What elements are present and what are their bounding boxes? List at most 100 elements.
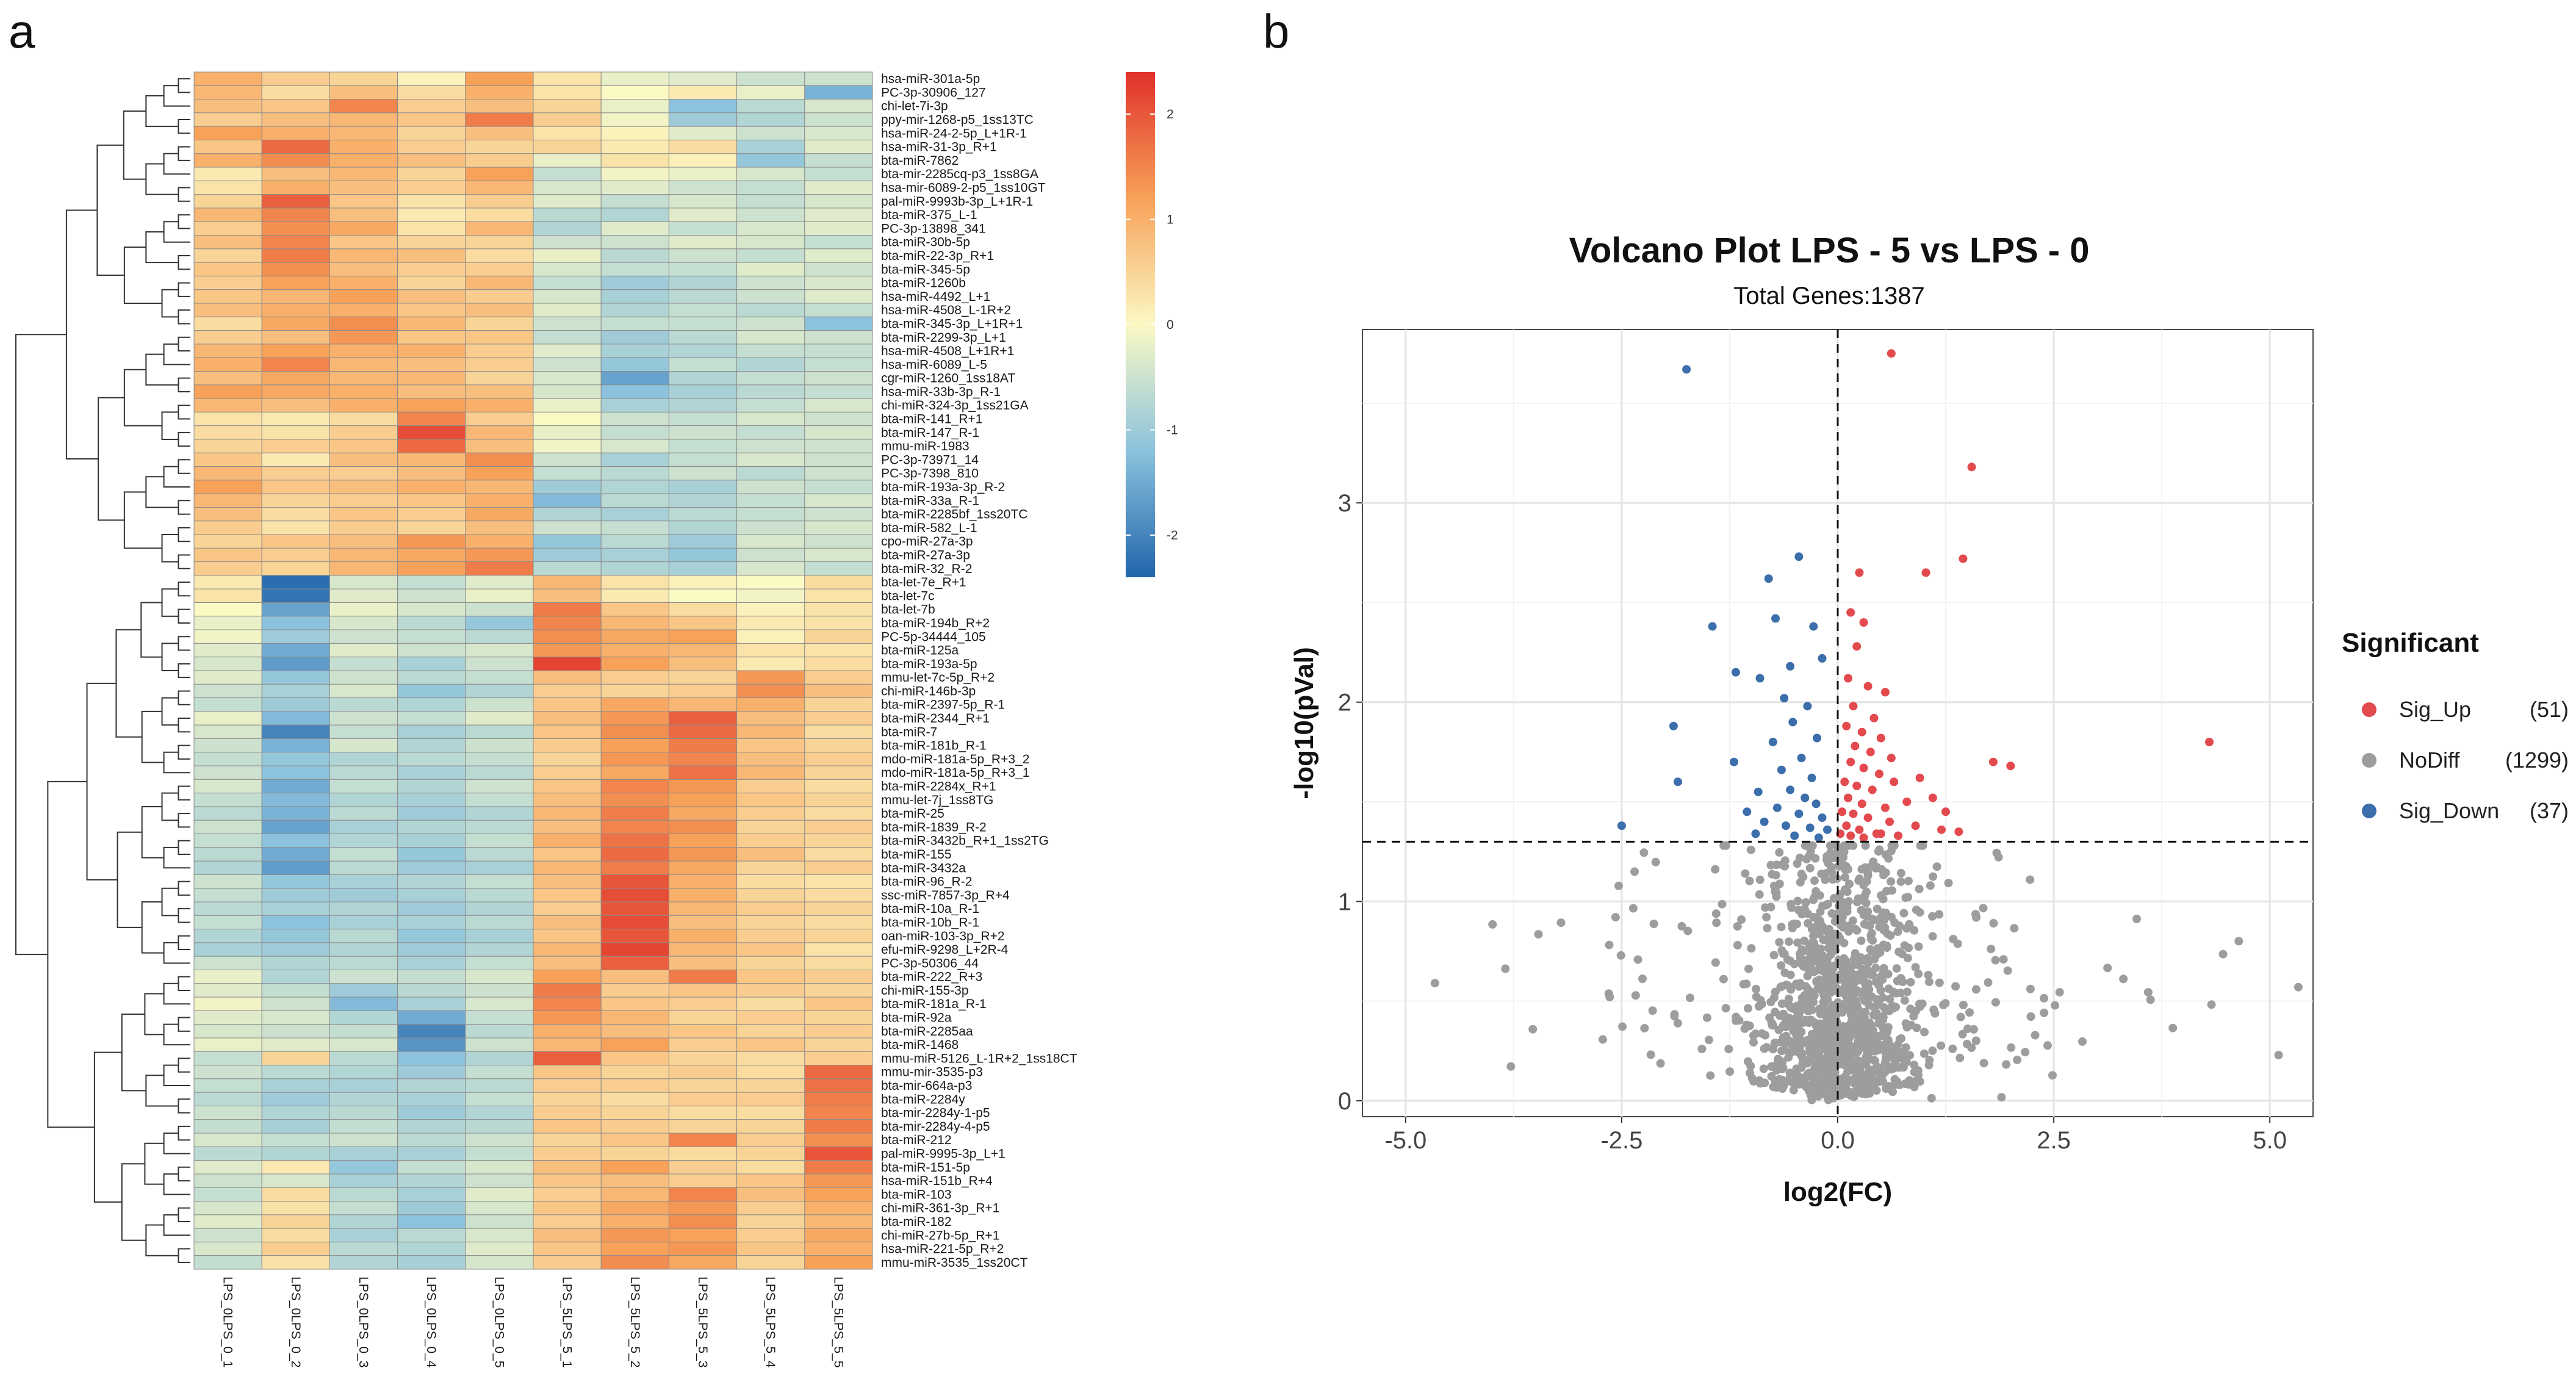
heatmap-cell — [193, 1187, 262, 1202]
heatmap-cell — [465, 915, 534, 930]
heatmap-cell — [736, 153, 805, 168]
point-nodiff — [1904, 876, 1913, 885]
point-nodiff — [1865, 1027, 1873, 1036]
gene-label: bta-let-7c — [881, 589, 935, 603]
heatmap-cell — [804, 344, 873, 358]
heatmap-cell — [736, 275, 805, 290]
heatmap-cell — [600, 765, 669, 780]
heatmap-cell — [261, 1024, 330, 1039]
point-sig-up — [1954, 827, 1963, 836]
heatmap-cell — [600, 506, 669, 522]
heatmap-cell — [533, 221, 602, 236]
heatmap-cell — [668, 643, 738, 658]
heatmap-cell — [600, 1201, 669, 1216]
point-sig-down — [1771, 614, 1780, 623]
heatmap-cell — [193, 371, 262, 386]
heatmap-cell — [668, 779, 738, 794]
heatmap-cell — [533, 860, 602, 875]
heatmap-cell — [600, 1228, 669, 1242]
heatmap-cell — [533, 1010, 602, 1025]
point-nodiff — [2168, 1023, 2178, 1032]
heatmap-cell — [329, 452, 398, 467]
point-nodiff — [1628, 904, 1638, 913]
point-sig-down — [1813, 733, 1821, 743]
point-nodiff — [1633, 955, 1642, 964]
point-nodiff — [1759, 1064, 1768, 1073]
heatmap-cell — [329, 1255, 398, 1270]
heatmap-cell — [533, 670, 602, 685]
heatmap-cell — [193, 1010, 262, 1025]
point-nodiff — [1924, 971, 1933, 979]
heatmap-cell — [600, 1160, 669, 1175]
heatmap-cell — [533, 344, 602, 358]
heatmap-cell — [668, 194, 738, 209]
heatmap-cell — [193, 860, 262, 875]
gene-label: bta-miR-10a_R-1 — [881, 902, 979, 916]
heatmap-cell — [397, 316, 466, 331]
heatmap-cell — [668, 996, 738, 1011]
point-nodiff — [1797, 1063, 1806, 1072]
heatmap-cell — [465, 929, 534, 943]
point-sig-down — [1805, 823, 1815, 832]
heatmap-cell — [736, 1037, 805, 1052]
heatmap-cell — [465, 793, 534, 807]
heatmap-cell — [465, 834, 534, 848]
heatmap-cell — [329, 1160, 398, 1175]
heatmap-cell — [261, 738, 330, 753]
heatmap-cell — [533, 398, 602, 412]
volcano-title: Volcano Plot LPS - 5 vs LPS - 0 — [1569, 231, 2089, 270]
heatmap-cell — [397, 425, 466, 440]
heatmap-cell — [193, 235, 262, 250]
heatmap-cell — [600, 248, 669, 263]
heatmap-cell — [261, 384, 330, 399]
point-nodiff — [1841, 1023, 1851, 1032]
heatmap-cell — [736, 506, 805, 522]
dendrogram-branch — [163, 85, 190, 107]
heatmap-cell — [533, 506, 602, 522]
heatmap-cell — [533, 602, 602, 617]
heatmap-cell — [193, 616, 262, 630]
heatmap-cell — [193, 357, 262, 372]
heatmap-cell — [397, 983, 466, 998]
heatmap-cell — [193, 1037, 262, 1052]
heatmap-cell — [397, 942, 466, 957]
heatmap-cell — [261, 1133, 330, 1147]
heatmap-cell — [261, 956, 330, 970]
heatmap-cell — [193, 1160, 262, 1175]
heatmap-cell — [804, 588, 873, 603]
point-nodiff — [1838, 1008, 1847, 1017]
heatmap-cell — [533, 956, 602, 970]
heatmap-cell — [668, 207, 738, 222]
heatmap-cell — [804, 480, 873, 494]
heatmap-cell — [736, 602, 805, 617]
heatmap-cell — [736, 452, 805, 467]
heatmap-cell — [465, 847, 534, 862]
point-sig-down — [1811, 799, 1821, 809]
heatmap-cell — [600, 616, 669, 630]
gene-label: hsa-miR-4508_L-1R+2 — [881, 303, 1011, 317]
point-nodiff — [1788, 1004, 1797, 1013]
point-nodiff — [1802, 960, 1810, 969]
volcano-subtitle: Total Genes:1387 — [1733, 283, 1925, 309]
heatmap-cell — [193, 139, 262, 154]
heatmap-cell — [736, 970, 805, 984]
heatmap-cell — [465, 1255, 534, 1270]
point-nodiff — [1640, 1024, 1649, 1033]
heatmap-cell — [261, 996, 330, 1011]
point-nodiff — [1858, 1037, 1868, 1047]
point-nodiff — [1979, 904, 1988, 913]
point-nodiff — [1899, 909, 1909, 918]
gene-label: bta-miR-2285aa — [881, 1025, 973, 1039]
heatmap-cell — [465, 534, 534, 549]
heatmap-cell — [329, 398, 398, 412]
point-nodiff — [1785, 956, 1794, 965]
heatmap-cell — [261, 1051, 330, 1066]
point-nodiff — [1846, 1001, 1854, 1010]
dendrogram-branch — [47, 780, 95, 1128]
heatmap-cell — [804, 834, 873, 848]
point-nodiff — [1797, 1049, 1807, 1058]
point-nodiff — [1752, 992, 1761, 1001]
heatmap-cell — [329, 929, 398, 943]
point-nodiff — [1830, 961, 1839, 970]
dendrogram-branch — [178, 608, 190, 624]
